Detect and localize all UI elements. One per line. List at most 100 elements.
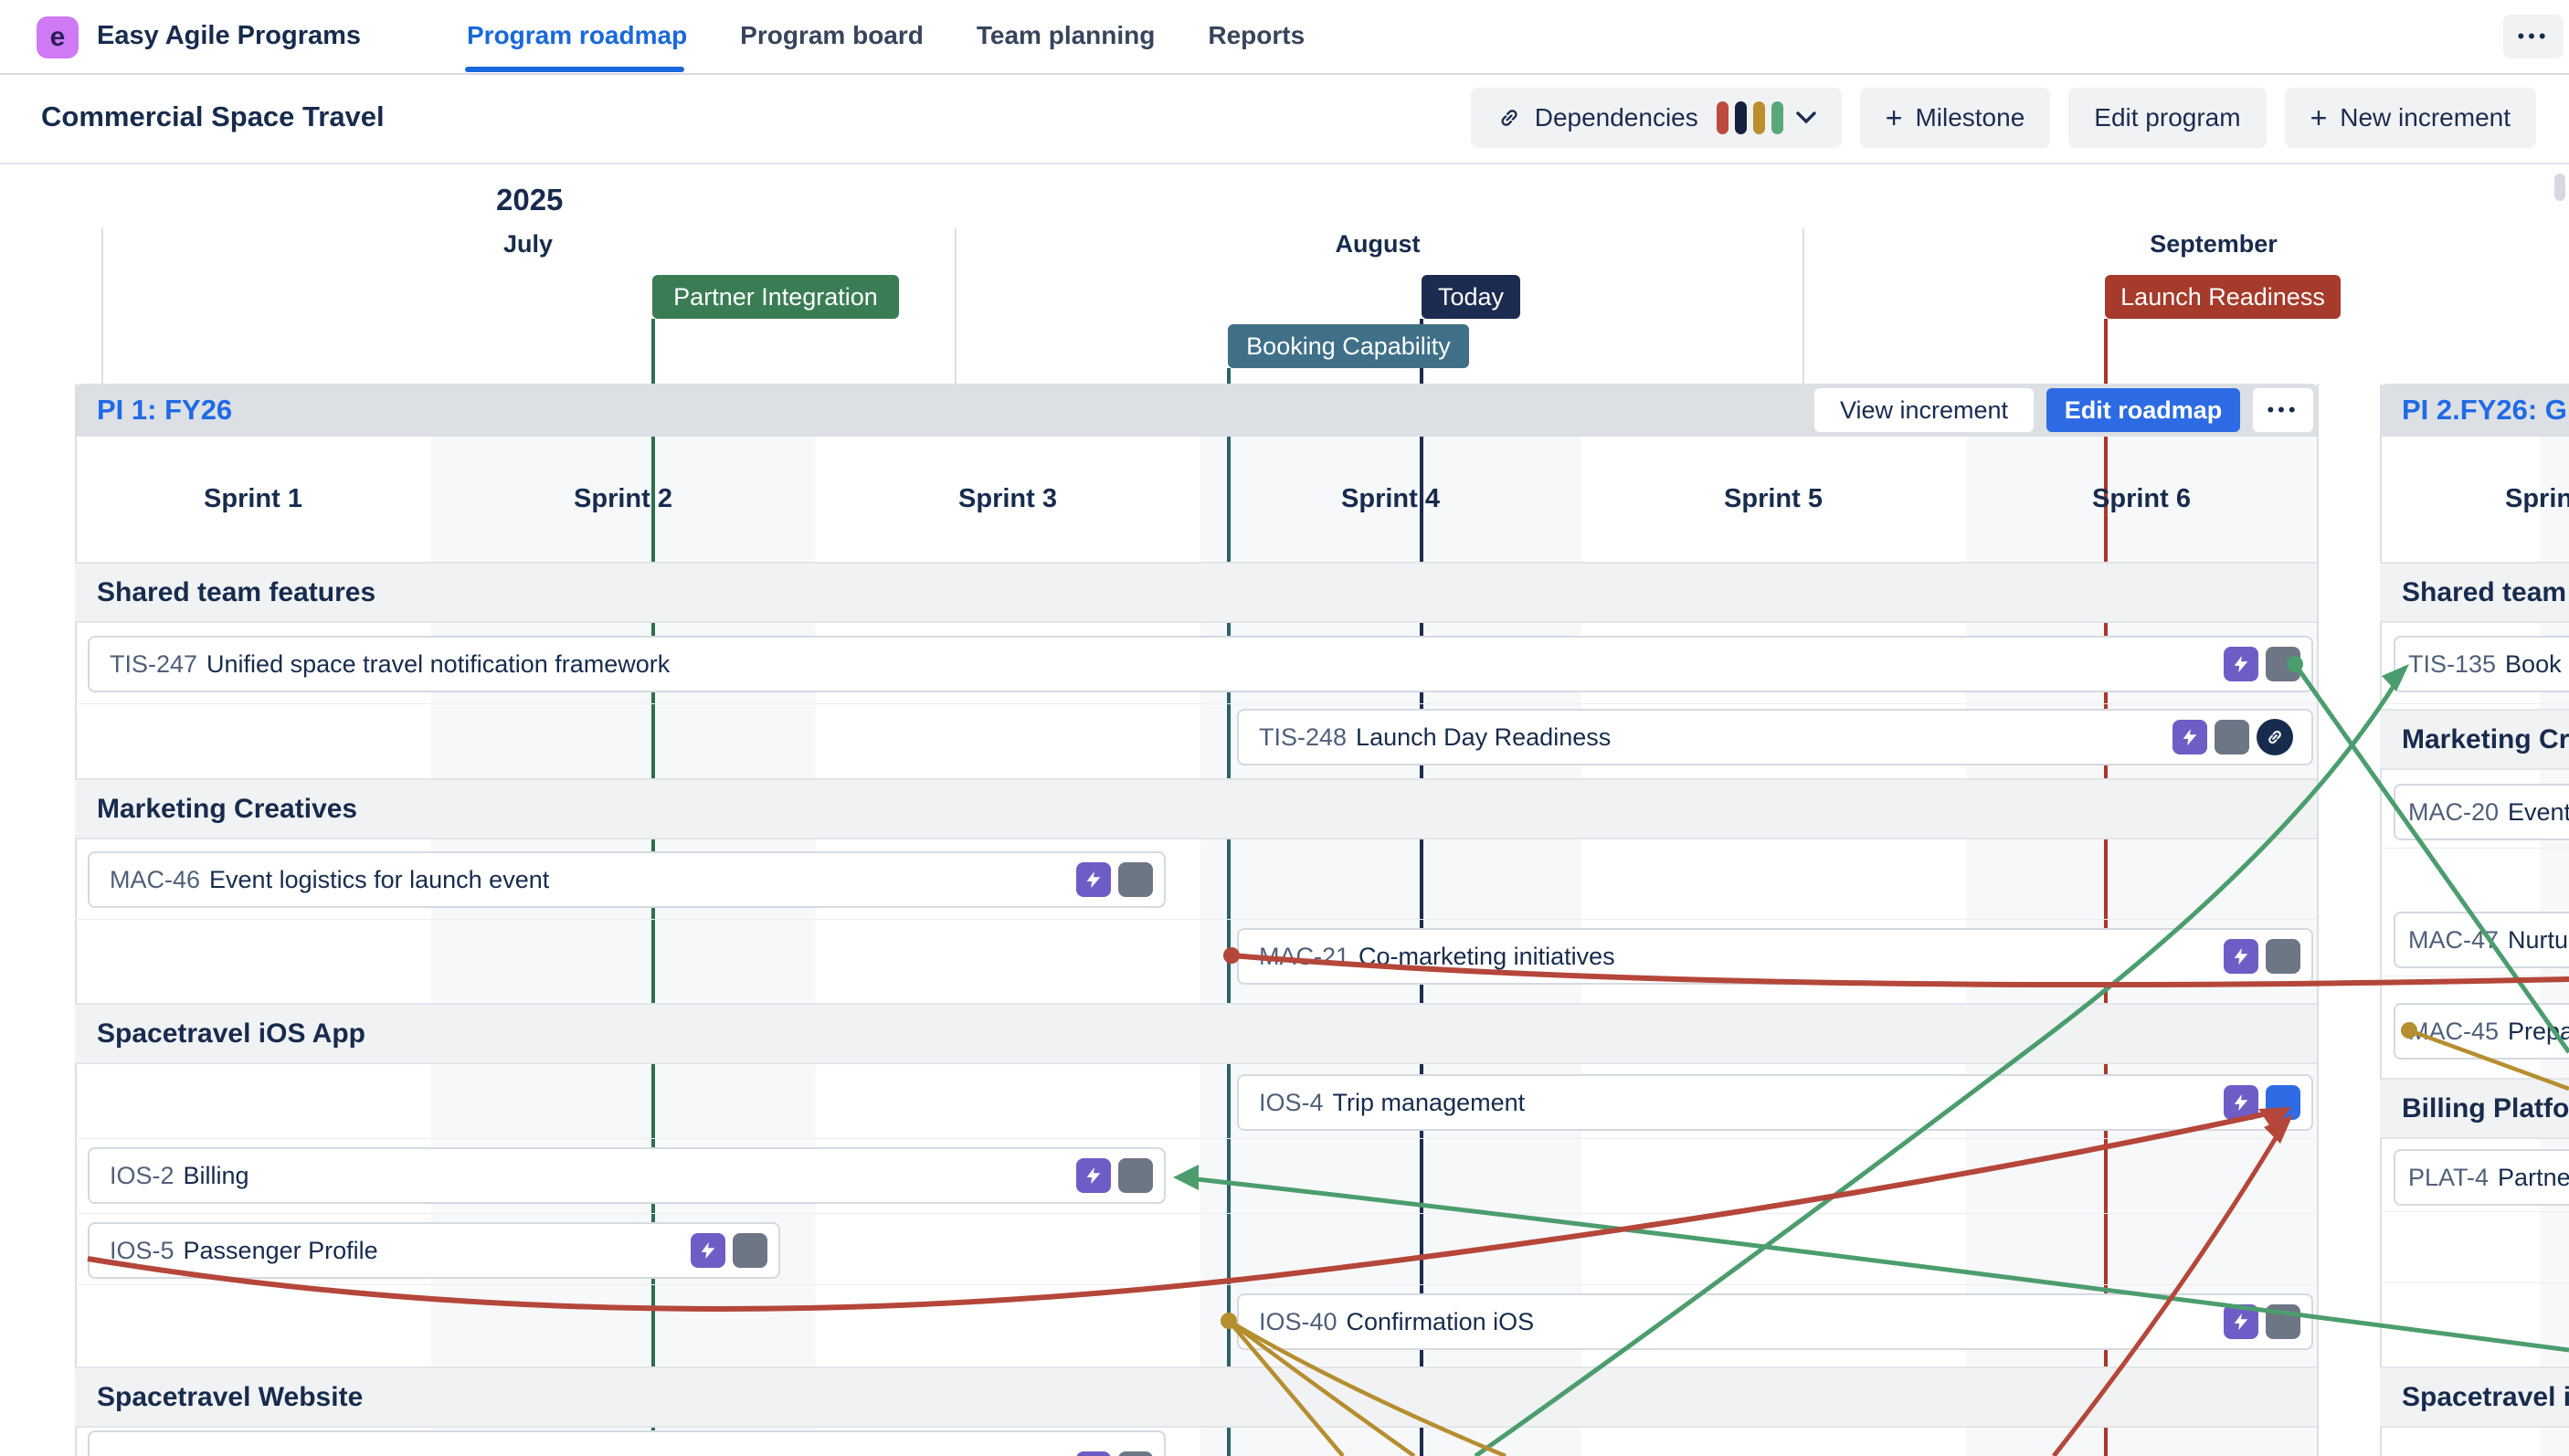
assignee-avatar [2266, 939, 2300, 974]
active-tab-underline [465, 67, 684, 72]
task-bar-mac-47[interactable]: MAC-47 Nurtu [2394, 912, 2569, 968]
milestone-flag-booking-capability[interactable]: Booking Capability [1228, 324, 1469, 368]
milestone-flag-launch-readiness[interactable]: Launch Readiness [2105, 275, 2341, 319]
dependency-link-icon[interactable] [2257, 719, 2293, 755]
section-band-spacetravel-ios-app: Spacetravel iOS App [75, 1003, 2317, 1064]
milestone-flag-partner-integration[interactable]: Partner Integration [652, 275, 899, 319]
plus-icon: + [2310, 100, 2328, 134]
issue-summary: Partne [2498, 1163, 2569, 1191]
task-bar-ios-40[interactable]: IOS-40 Confirmation iOS [1237, 1293, 2313, 1350]
task-bar-partial[interactable] [88, 1430, 1166, 1456]
program-title: Commercial Space Travel [41, 100, 385, 132]
legend-pill-green [1771, 101, 1783, 134]
row-separator [75, 703, 2317, 704]
new-increment-label: New increment [2340, 103, 2511, 132]
issue-summary: Unified space travel notification framew… [206, 649, 671, 678]
task-bar-tis-135[interactable]: TIS-135 Book [2394, 636, 2569, 692]
issue-summary: Event logistics for launch event [209, 865, 550, 893]
dependencies-button[interactable]: Dependencies [1470, 88, 1842, 148]
dependencies-label: Dependencies [1534, 103, 1698, 132]
issue-key: MAC-20 [2408, 797, 2500, 826]
row-separator [2380, 848, 2569, 849]
issue-summary: Book [2505, 649, 2562, 678]
new-increment-button[interactable]: + New increment [2284, 88, 2536, 148]
row-separator [2380, 703, 2569, 704]
assignee-avatar [733, 1233, 767, 1268]
issue-summary: Billing [183, 1161, 249, 1189]
task-bar-mac-45[interactable]: MAC-45 Prepa [2394, 1003, 2569, 1060]
issue-key: MAC-47 [2408, 925, 2500, 954]
tab-program-board[interactable]: Program board [740, 21, 924, 49]
task-bar-mac-20[interactable]: MAC-20 Event [2394, 784, 2569, 840]
issue-key: MAC-46 [110, 865, 201, 893]
sprint-label-5: Sprint 5 [1724, 484, 1823, 513]
assignee-avatar [1118, 862, 1153, 897]
epic-bolt-icon [1076, 1451, 1111, 1456]
section-band-label: Marketing Cr [2402, 723, 2569, 754]
issue-summary: Passenger Profile [183, 1236, 378, 1264]
pi2-title: PI 2.FY26: G [2402, 394, 2567, 426]
section-band-label: Billing Platfo [2402, 1092, 2569, 1124]
top-nav [0, 0, 2569, 75]
header-buttons: Dependencies + Milestone Edit program + … [1470, 88, 2536, 148]
scrollbar-thumb[interactable] [2554, 174, 2565, 201]
tab-program-roadmap[interactable]: Program roadmap [467, 21, 688, 49]
milestone-label: Milestone [1915, 103, 2025, 132]
issue-key: TIS-248 [1259, 723, 1348, 751]
pi2-band-shared-team: Shared team [2380, 562, 2569, 623]
issue-key: TIS-135 [2408, 649, 2497, 678]
pi1-more-button[interactable]: ••• [2253, 388, 2313, 432]
edit-program-label: Edit program [2094, 103, 2241, 132]
task-bar-tis-247[interactable]: TIS-247 Unified space travel notificatio… [88, 636, 2313, 692]
assignee-avatar [1118, 1451, 1153, 1456]
pi2-band-billing-platform: Billing Platfo [2380, 1078, 2569, 1139]
edit-roadmap-button[interactable]: Edit roadmap [2046, 388, 2240, 432]
month-divider [1803, 228, 1804, 384]
nav-more-button[interactable]: ••• [2503, 15, 2564, 58]
epic-bolt-icon [1076, 1158, 1111, 1193]
nav-tabs: Program roadmap Program board Team plann… [467, 0, 1305, 71]
easy-agile-logo: e [37, 16, 79, 58]
add-milestone-button[interactable]: + Milestone [1859, 88, 2051, 148]
task-bar-tis-248[interactable]: TIS-248 Launch Day Readiness [1237, 709, 2313, 765]
issue-key: PLAT-4 [2408, 1163, 2490, 1191]
booking-capability-line [1227, 368, 1231, 1456]
legend-pill-yellow [1752, 101, 1765, 134]
epic-bolt-icon [2224, 647, 2258, 681]
plus-icon: + [1885, 100, 1903, 134]
edit-program-button[interactable]: Edit program [2068, 88, 2267, 148]
pi2-band-marketing: Marketing Cr [2380, 709, 2569, 770]
dependency-color-legend [1716, 101, 1783, 134]
row-separator [75, 919, 2317, 920]
sprint-label-1: Sprint 1 [204, 484, 302, 513]
sprint-label-4: Sprint 4 [1341, 484, 1440, 513]
task-bar-ios-5[interactable]: IOS-5 Passenger Profile [88, 1222, 780, 1279]
task-bar-plat-4[interactable]: PLAT-4 Partne [2394, 1149, 2569, 1206]
tab-reports[interactable]: Reports [1208, 21, 1306, 49]
issue-key: IOS-5 [110, 1236, 174, 1264]
section-band-shared-team-features: Shared team features [75, 562, 2317, 623]
issue-summary: Nurtu [2508, 925, 2569, 954]
issue-summary: Launch Day Readiness [1356, 723, 1612, 751]
task-bar-ios-4[interactable]: IOS-4 Trip management [1237, 1074, 2313, 1131]
pi2-band-spacetravel: Spacetravel i [2380, 1366, 2569, 1428]
view-increment-button[interactable]: View increment [1814, 388, 2034, 432]
issue-summary: Confirmation iOS [1346, 1307, 1535, 1335]
issue-key: IOS-4 [1259, 1088, 1324, 1116]
task-bar-ios-2[interactable]: IOS-2 Billing [88, 1147, 1166, 1204]
timeline-year: 2025 [496, 183, 564, 216]
link-icon [1501, 110, 1517, 126]
chevron-down-icon [1796, 111, 1816, 124]
sprint-label-6: Sprint 6 [2092, 484, 2191, 513]
app-brand: Easy Agile Programs [97, 20, 362, 50]
today-flag[interactable]: Today [1422, 275, 1520, 319]
pi2-header-bar: PI 2.FY26: G [2380, 384, 2569, 437]
task-bar-mac-46[interactable]: MAC-46 Event logistics for launch event [88, 851, 1166, 908]
tab-team-planning[interactable]: Team planning [976, 21, 1156, 49]
section-band-label: Spacetravel i [2402, 1381, 2569, 1412]
sprint-label-2: Sprint 2 [574, 484, 672, 513]
task-bar-mac-21[interactable]: MAC-21 Co-marketing initiatives [1237, 928, 2313, 985]
today-line [1420, 319, 1423, 1456]
section-band-label: Shared team features [97, 576, 376, 607]
